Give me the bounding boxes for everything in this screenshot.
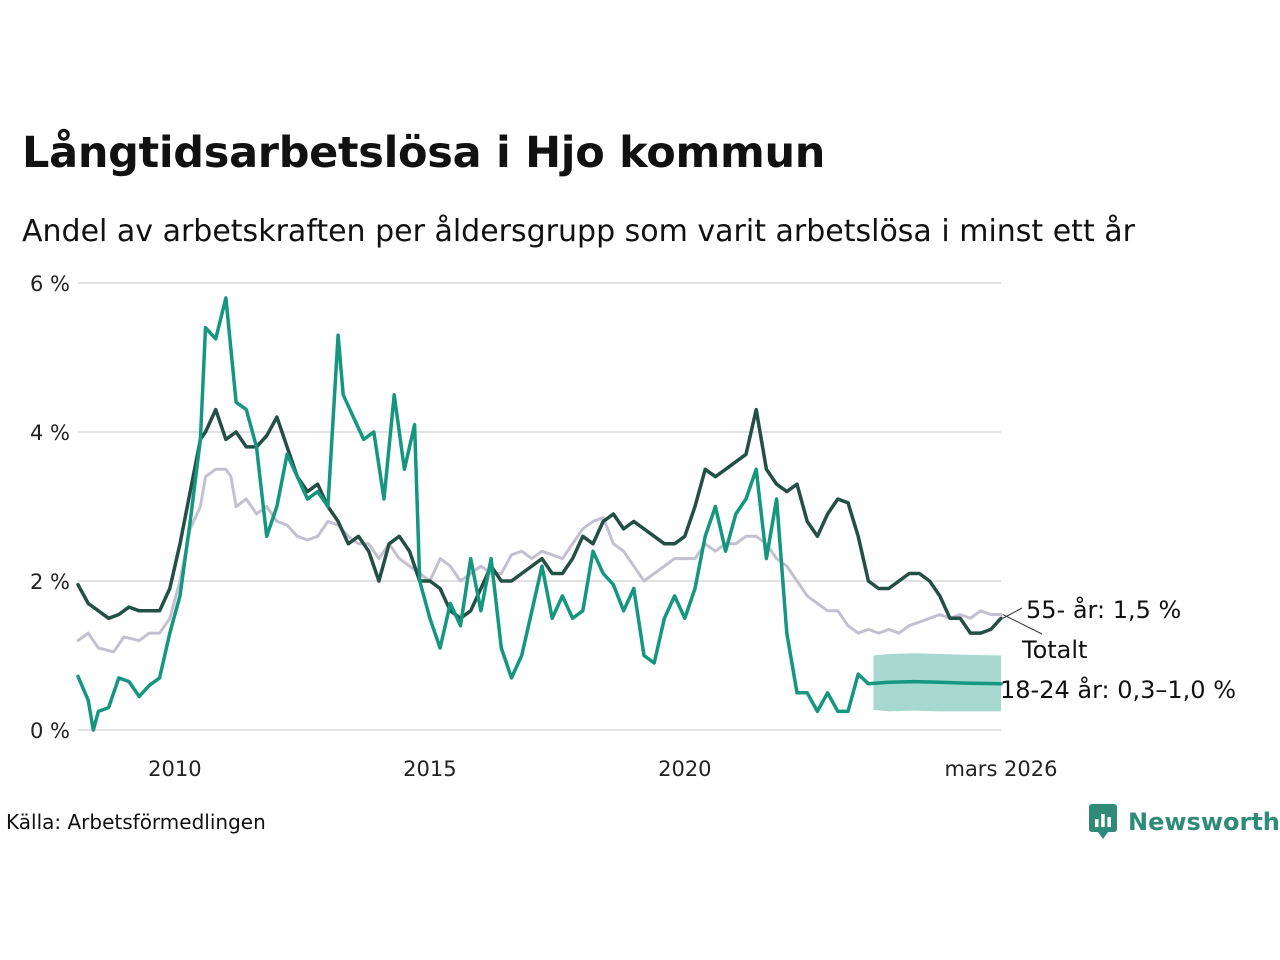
- y-tick-label: 6 %: [30, 272, 70, 296]
- line-chart: 0 % 2 % 4 % 6 % 2010 2015 2020 mars 2026 Total…: [30, 272, 1236, 781]
- leader-line-55: [1002, 607, 1023, 619]
- end-label-totalt: Totalt: [1021, 636, 1087, 664]
- x-tick-label: 2015: [403, 757, 456, 781]
- series-line-55-r: [76, 407, 1003, 635]
- leader-line-totalt: [1002, 614, 1043, 635]
- y-tick-label: 4 %: [30, 421, 70, 445]
- y-axis-ticks: 0 % 2 % 4 % 6 %: [30, 272, 70, 743]
- x-tick-label: mars 2026: [944, 757, 1057, 781]
- brand-name: Newsworthy: [1128, 808, 1280, 836]
- chart-title: Långtidsarbetslösa i Hjo kommun: [22, 128, 826, 178]
- source-note: Källa: Arbetsförmedlingen: [6, 810, 266, 834]
- series-line-totalt: [76, 467, 1003, 654]
- end-label-55-r: 55- år: 1,5 %: [1026, 595, 1181, 624]
- x-tick-label: 2020: [658, 757, 711, 781]
- end-label-18-24-r: 18-24 år: 0,3–1,0 %: [1000, 675, 1236, 704]
- series-line-18-24-r: [76, 296, 1003, 732]
- x-axis-ticks: 2010 2015 2020 mars 2026: [148, 757, 1057, 781]
- end-labels: Totalt 55- år: 1,5 % 18-24 år: 0,3–1,0 %: [1000, 595, 1236, 704]
- series-lines: [76, 296, 1003, 732]
- y-tick-label: 2 %: [30, 570, 70, 594]
- brand-logo: Newsworthy: [1088, 803, 1280, 841]
- x-tick-label: 2010: [148, 757, 201, 781]
- grid-lines: [78, 282, 1001, 731]
- y-tick-label: 0 %: [30, 719, 70, 743]
- chart-subtitle: Andel av arbetskraften per åldersgrupp s…: [22, 214, 1135, 249]
- newsworthy-logo-icon: [1089, 804, 1117, 839]
